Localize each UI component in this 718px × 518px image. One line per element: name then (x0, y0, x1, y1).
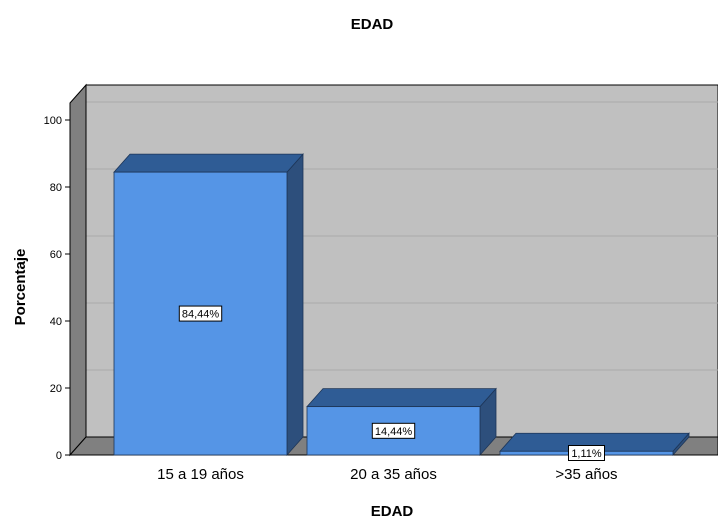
x-tick-label: >35 años (555, 466, 617, 483)
data-label: 1,11% (571, 448, 602, 460)
y-tick-label: 100 (44, 115, 62, 127)
y-tick-label: 0 (56, 450, 62, 462)
bar-1: 84,44% (113, 153, 304, 457)
y-tick-label: 60 (50, 249, 62, 261)
y-tick-label: 40 (50, 316, 62, 328)
chart-title: EDAD (351, 16, 394, 33)
x-tick-label: 15 a 19 años (157, 466, 244, 483)
bar-top (113, 153, 304, 173)
data-label-box (371, 422, 416, 439)
y-tick-label: 20 (50, 383, 62, 395)
data-label-box (178, 305, 223, 322)
y-tick-label: 80 (50, 182, 62, 194)
x-axis-label: EDAD (371, 503, 414, 518)
bar-side (286, 153, 304, 457)
bar-3: 1,11% (499, 432, 690, 461)
bar-top (306, 388, 497, 408)
data-label-box (568, 445, 605, 461)
bars: 84,44% 14,44% 1,11% (113, 153, 690, 461)
bar-2: 14,44% (306, 387, 497, 457)
y-axis: 0 20 40 60 80 100 (44, 103, 71, 462)
x-axis: 15 a 19 años 20 a 35 años >35 años (157, 466, 617, 483)
y-axis-label: Porcentaje (12, 249, 29, 326)
data-label: 84,44% (182, 309, 220, 321)
x-tick-label: 20 a 35 años (350, 466, 437, 483)
data-label: 14,44% (375, 426, 413, 438)
plot-left-wall (69, 83, 87, 457)
